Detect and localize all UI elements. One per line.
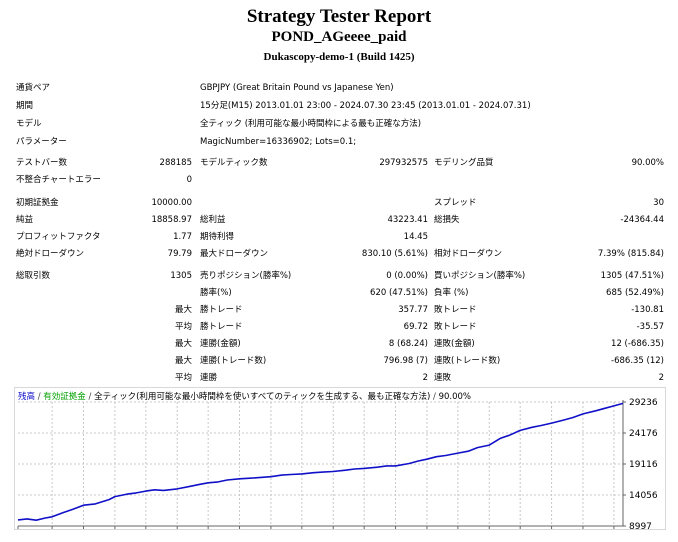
balance-series-line [17, 402, 624, 521]
spread-label: スプレッド [434, 198, 477, 208]
avg-loss-label: 敗トレード [434, 322, 477, 332]
avg-word: 平均 [174, 322, 192, 332]
info-label: 通貨ペア [16, 83, 51, 93]
quality-label: モデリング品質 [434, 158, 494, 168]
mismatch-label: 不整合チャートエラー [16, 175, 101, 185]
gross-profit-label: 総利益 [200, 215, 226, 225]
y-tick-label: 8997 [629, 522, 652, 529]
profit-factor-value: 1.77 [173, 232, 192, 242]
legend-separator: / [430, 392, 439, 402]
expected-payoff-value: 14.45 [403, 232, 428, 242]
legend-quality: 90.00% [438, 392, 471, 402]
consec-wins-amount-label: 連勝(金額) [200, 339, 241, 349]
long-positions-label: 買いポジション(勝率%) [434, 271, 526, 281]
max-word: 最大 [174, 305, 192, 315]
spread-value: 30 [653, 198, 664, 208]
legend-equity: 有効証拠金 [43, 392, 86, 402]
info-value: MagicNumber=16336902; Lots=0.1; [200, 137, 357, 147]
consec-losses-amount-value: 12 (-686.35) [611, 339, 664, 349]
server-build: Dukascopy-demo-1 (Build 1425) [263, 51, 415, 63]
info-value: GBPJPY (Great Britain Pound vs Japanese … [200, 83, 394, 93]
long-positions-value: 1305 (47.51%) [600, 271, 664, 281]
rel-drawdown-label: 相対ドローダウン [434, 249, 503, 259]
info-label: モデル [16, 119, 42, 129]
info-label: パラメーター [16, 137, 67, 147]
max-drawdown-value: 830.10 (5.61%) [361, 249, 428, 259]
short-positions-label: 売りポジション(勝率%) [200, 271, 292, 281]
gross-profit-value: 43223.41 [387, 215, 428, 225]
gross-loss-value: -24364.44 [620, 215, 664, 225]
total-trades-label: 総取引数 [16, 271, 51, 281]
avg-consec-wins-label: 連勝 [200, 373, 218, 383]
consec-wins-count-value: 796.98 (7) [383, 356, 428, 366]
win-rate-label: 勝率(%) [200, 288, 232, 298]
balance-chart-svg: 0751442132813504184875566246937618308999… [17, 398, 658, 529]
info-value: 全ティック (利用可能な最小時間枠による最も正確な方法) [200, 119, 422, 129]
legend-model: 全ティック(利用可能な最小時間枠を使いすべてのティックを生成する、最も正確な方法… [94, 392, 431, 402]
report-title: Strategy Tester Report [246, 6, 432, 27]
expected-payoff-label: 期待利得 [200, 232, 235, 242]
info-label: 期間 [16, 101, 34, 111]
profit-factor-label: プロフィットファクタ [16, 232, 101, 242]
consec-wins-amount-value: 8 (68.24) [388, 339, 428, 349]
y-tick-label: 14056 [629, 491, 658, 501]
loss-rate-value: 685 (52.49%) [606, 288, 664, 298]
rel-drawdown-value: 7.39% (815.84) [597, 249, 664, 259]
mismatch-value: 0 [186, 175, 192, 185]
short-positions-value: 0 (0.00%) [386, 271, 428, 281]
net-profit-label: 純益 [16, 215, 34, 225]
consec-losses-count-label: 連敗(トレード数) [434, 356, 501, 366]
total-trades-value: 1305 [170, 271, 192, 281]
info-value: 15分足(M15) 2013.01.01 23:00 - 2024.07.30 … [200, 101, 531, 111]
avg-win-label: 勝トレード [200, 322, 243, 332]
max-drawdown-label: 最大ドローダウン [200, 249, 269, 259]
max-word: 最大 [174, 356, 192, 366]
y-tick-label: 24176 [629, 429, 658, 439]
abs-drawdown-label: 絶対ドローダウン [16, 249, 85, 259]
avg-consec-losses-value: 2 [658, 373, 664, 383]
abs-drawdown-value: 79.79 [167, 249, 192, 259]
ticks-label: モデルティック数 [200, 158, 268, 168]
avg-win-value: 69.72 [403, 322, 428, 332]
y-tick-label: 29236 [629, 398, 658, 408]
loss-rate-label: 負率 (%) [434, 288, 469, 298]
ticks-value: 297932575 [379, 158, 428, 168]
max-word: 最大 [174, 339, 192, 349]
net-profit-value: 18858.97 [151, 215, 192, 225]
balance-chart: 0751442132813504184875566246937618308999… [14, 387, 666, 530]
avg-consec-wins-value: 2 [422, 373, 428, 383]
gross-loss-label: 総損失 [434, 215, 460, 225]
chart-legend: 残高 / 有効証拠金 / 全ティック(利用可能な最小時間枠を使いすべてのティック… [18, 390, 471, 404]
avg-loss-value: -35.57 [636, 322, 664, 332]
avg-consec-losses-label: 連敗 [434, 373, 452, 383]
y-tick-label: 19116 [629, 460, 658, 470]
deposit-label: 初期証拠金 [16, 198, 59, 208]
max-loss-label: 敗トレード [434, 305, 477, 315]
consec-wins-count-label: 連勝(トレード数) [200, 356, 267, 366]
quality-value: 90.00% [631, 158, 664, 168]
consec-losses-count-value: -686.35 (12) [611, 356, 664, 366]
deposit-value: 10000.00 [151, 198, 192, 208]
max-loss-value: -130.81 [631, 305, 664, 315]
bars-value: 288185 [159, 158, 192, 168]
legend-separator: / [35, 392, 44, 402]
consec-losses-amount-label: 連敗(金額) [434, 339, 475, 349]
expert-name: POND_AGeeee_paid [271, 29, 407, 45]
legend-balance: 残高 [18, 392, 36, 402]
max-win-value: 357.77 [398, 305, 428, 315]
bars-label: テストバー数 [16, 158, 68, 168]
max-win-label: 勝トレード [200, 305, 243, 315]
legend-separator: / [85, 392, 95, 402]
avg-word: 平均 [174, 373, 192, 383]
win-rate-value: 620 (47.51%) [370, 288, 428, 298]
